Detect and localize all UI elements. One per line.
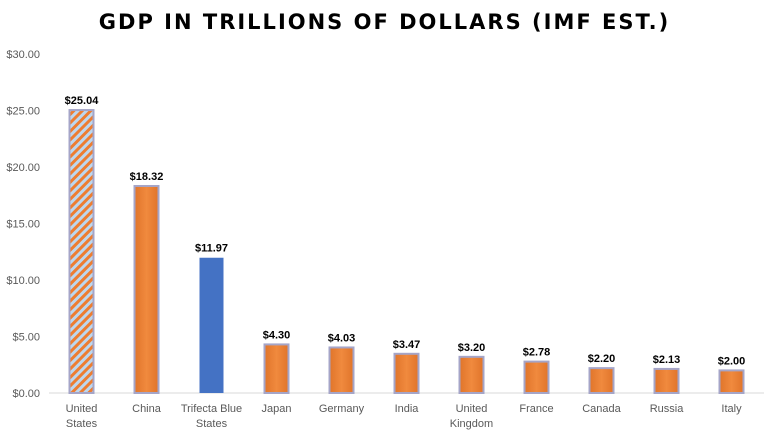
data-label: $2.78	[523, 347, 551, 359]
x-tick-line: France	[519, 403, 553, 415]
data-label: $18.32	[130, 171, 164, 183]
x-tick-line: Trifecta Blue	[181, 403, 242, 415]
data-labels: $25.04 $18.32 $11.97 $4.30 $4.03 $3.47 $3.20 $2…	[65, 95, 746, 367]
x-tick-line: China	[132, 403, 162, 415]
y-tick-label: $5.00	[12, 332, 40, 344]
x-tick-label: Italy	[721, 403, 742, 415]
y-tick-label: $30.00	[6, 49, 40, 61]
y-tick-label: $15.00	[6, 219, 40, 231]
chart-title: GDP IN TRILLIONS OF DOLLARS (IMF EST.)	[98, 10, 671, 34]
data-label: $3.20	[458, 342, 486, 354]
bar	[133, 184, 160, 394]
x-tick-label: Japan	[262, 403, 292, 415]
data-label: $4.30	[263, 329, 291, 341]
y-axis: $0.00 $5.00 $10.00 $15.00 $20.00 $25.00 $30.00	[6, 49, 40, 400]
x-tick-label: Russia	[650, 403, 685, 415]
data-label: $4.03	[328, 332, 356, 344]
x-axis: United States China Trifecta Blue States Japa…	[66, 403, 742, 430]
x-tick-label: France	[519, 403, 553, 415]
y-tick-label: $10.00	[6, 275, 40, 287]
bar	[263, 343, 290, 395]
x-tick-line: India	[395, 403, 420, 415]
x-tick-line: United	[456, 403, 488, 415]
bars	[68, 109, 745, 395]
x-tick-line: Kingdom	[450, 418, 493, 430]
data-label: $2.13	[653, 354, 681, 366]
x-tick-line: States	[66, 418, 98, 430]
bar	[653, 367, 680, 394]
x-tick-line: Canada	[582, 403, 621, 415]
bar	[458, 355, 485, 394]
bar	[718, 369, 745, 394]
data-label: $11.97	[195, 243, 228, 255]
x-tick-label: United States	[66, 403, 98, 430]
x-tick-line: United	[66, 403, 98, 415]
y-tick-label: $25.00	[6, 106, 40, 118]
x-tick-line: Germany	[319, 403, 365, 415]
data-label: $2.00	[718, 355, 746, 367]
y-tick-label: $20.00	[6, 162, 40, 174]
x-tick-line: Japan	[262, 403, 292, 415]
bar	[523, 360, 550, 394]
bar	[393, 352, 420, 394]
bar	[588, 367, 615, 395]
data-label: $3.47	[393, 339, 421, 351]
data-label: $25.04	[65, 95, 100, 107]
x-tick-label: United Kingdom	[450, 403, 493, 430]
x-tick-label: China	[132, 403, 162, 415]
bar	[199, 257, 224, 393]
x-tick-label: Trifecta Blue States	[181, 403, 242, 430]
x-tick-label: India	[395, 403, 420, 415]
x-tick-label: Germany	[319, 403, 365, 415]
x-tick-line: Russia	[650, 403, 685, 415]
x-tick-line: States	[196, 418, 228, 430]
x-tick-line: Italy	[721, 403, 742, 415]
bar	[68, 109, 95, 394]
data-label: $2.20	[588, 353, 616, 365]
x-tick-label: Canada	[582, 403, 621, 415]
bar	[328, 346, 355, 394]
y-tick-label: $0.00	[12, 388, 40, 400]
